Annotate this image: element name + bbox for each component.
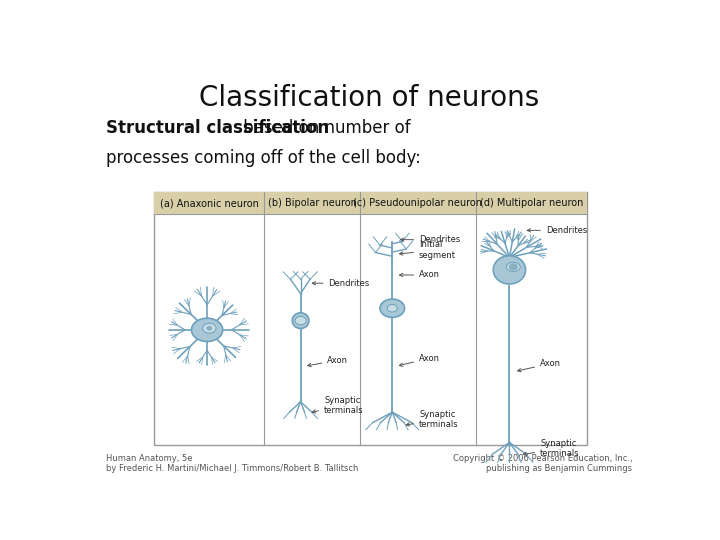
Circle shape [510, 264, 517, 270]
Text: (a) Anaxonic neuron: (a) Anaxonic neuron [160, 198, 258, 208]
Text: Synaptic
terminals: Synaptic terminals [523, 439, 580, 458]
Text: Axon: Axon [400, 354, 440, 366]
Circle shape [202, 323, 216, 333]
Text: Copyright © 2006 Pearson Education, Inc.,
publishing as Benjamin Cummings: Copyright © 2006 Pearson Education, Inc.… [453, 454, 632, 473]
Text: Dendrites: Dendrites [312, 279, 370, 288]
Circle shape [295, 316, 306, 325]
Text: Human Anatomy, 5e
by Frederic H. Martini/Michael J. Timmons/Robert B. Tallitsch: Human Anatomy, 5e by Frederic H. Martini… [106, 454, 358, 473]
Circle shape [192, 318, 222, 341]
Ellipse shape [292, 313, 309, 328]
Text: (b) Bipolar neuron: (b) Bipolar neuron [268, 198, 356, 208]
Text: Axon: Axon [307, 356, 348, 367]
Text: (d) Multipolar neuron: (d) Multipolar neuron [480, 198, 583, 208]
Text: Structural classification: Structural classification [106, 119, 329, 137]
Text: Synaptic
terminals: Synaptic terminals [406, 410, 459, 429]
Text: processes coming off of the cell body:: processes coming off of the cell body: [106, 149, 420, 167]
Ellipse shape [506, 262, 521, 272]
Bar [154, 192, 587, 446]
Text: Synaptic
terminals: Synaptic terminals [312, 396, 364, 415]
Ellipse shape [493, 256, 526, 284]
Text: Axon: Axon [400, 271, 440, 280]
Text: Dendrites: Dendrites [400, 235, 460, 244]
Text: Dendrites: Dendrites [527, 226, 587, 235]
Circle shape [207, 327, 212, 330]
Bar [154, 192, 587, 214]
Text: based on number of: based on number of [238, 119, 411, 137]
Circle shape [380, 299, 405, 318]
Text: Initial
segment: Initial segment [400, 240, 456, 260]
Text: Classification of neurons: Classification of neurons [199, 84, 539, 112]
Text: Axon: Axon [518, 359, 561, 372]
Text: (c) Pseudounipolar neuron: (c) Pseudounipolar neuron [354, 198, 482, 208]
Circle shape [387, 305, 397, 312]
